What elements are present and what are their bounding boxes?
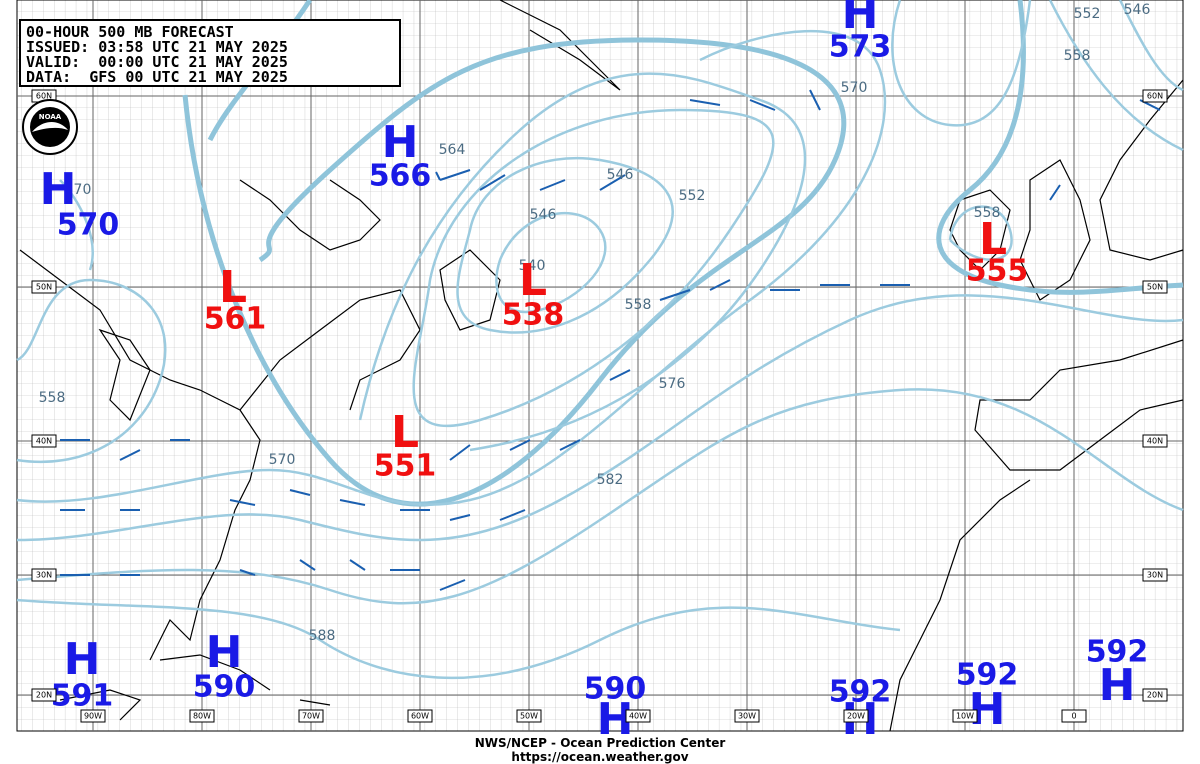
noaa-logo: NOAA: [22, 99, 78, 155]
contour-label: 576: [659, 376, 686, 392]
footer-agency: NWS/NCEP - Ocean Prediction Center: [475, 736, 726, 750]
graticule-labels: 60N 60N 50N 50N 40N 40N 30N 30N 20N 20N 90W 80W 70W 6…: [31, 89, 1168, 723]
contour-label: 558: [1064, 48, 1091, 64]
contour-label: 570: [269, 452, 296, 468]
label-box: [80, 709, 106, 723]
system-value: 590: [193, 670, 256, 705]
system-value: 561: [204, 302, 267, 337]
latitude-label: 30N: [36, 571, 52, 580]
contour-label: 570: [65, 182, 92, 198]
longitude-label: 0: [1071, 712, 1076, 721]
latitude-label: 30N: [1147, 571, 1163, 580]
label-box: [1142, 568, 1168, 582]
latitude-label: 50N: [36, 283, 52, 292]
system-symbol: H: [382, 117, 419, 168]
system-symbol: L: [519, 255, 547, 306]
map-frame: [16, 0, 1184, 732]
system-value: 570: [57, 208, 120, 243]
system-value: 573: [829, 30, 892, 65]
label-box: [31, 434, 57, 448]
contour-label: 588: [309, 628, 336, 644]
latitude-label: 40N: [36, 437, 52, 446]
contour-label: 558: [625, 297, 652, 313]
label-box: [407, 709, 433, 723]
label-box: [31, 280, 57, 294]
latitude-label: 60N: [36, 92, 52, 101]
logo-text: NOAA: [39, 113, 62, 121]
longitude-label: 80W: [193, 712, 211, 721]
contour-labels: 570 564 546 552 546 540 558 558 570 576 …: [39, 2, 1151, 644]
pressure-systems: H570L561H566L538L551H573L555H591H590H590…: [40, 0, 1149, 745]
system-symbol: H: [1099, 660, 1136, 711]
system-value: 551: [374, 449, 437, 484]
label-box: [843, 709, 869, 723]
system-symbol: H: [206, 627, 243, 678]
header-line: DATA: GFS 00 UTC 21 MAY 2025: [26, 68, 288, 86]
label-box: [625, 709, 651, 723]
label-box: [516, 709, 542, 723]
label-box: [734, 709, 760, 723]
system-value: 591: [51, 679, 114, 714]
longitude-label: 20W: [847, 712, 865, 721]
longitude-label: 30W: [738, 712, 756, 721]
contour-label: 540: [519, 258, 546, 274]
system-value: 590: [584, 672, 647, 707]
latitude-label: 20N: [36, 691, 52, 700]
contour-label: 558: [974, 205, 1001, 221]
longitude-label: 10W: [956, 712, 974, 721]
contour-label: 582: [597, 472, 624, 488]
system-value: 592: [956, 658, 1019, 693]
latitude-label: 60N: [1147, 92, 1163, 101]
system-value: 592: [829, 675, 892, 710]
system-symbol: L: [979, 214, 1007, 265]
contour-label: 552: [1074, 6, 1101, 22]
longitude-label: 70W: [302, 712, 320, 721]
longitude-label: 60W: [411, 712, 429, 721]
system-value: 555: [966, 254, 1029, 289]
contour-label: 570: [841, 80, 868, 96]
label-box: [298, 709, 324, 723]
latitude-label: 40N: [1147, 437, 1163, 446]
longitude-label: 40W: [629, 712, 647, 721]
label-box: [31, 568, 57, 582]
contour-label: 546: [530, 207, 557, 223]
system-value: 538: [502, 298, 565, 333]
footer-url: https://ocean.weather.gov: [511, 750, 688, 764]
contour-label: 546: [1124, 2, 1151, 18]
header-line: VALID: 00:00 UTC 21 MAY 2025: [26, 53, 288, 71]
contour-label: 552: [679, 188, 706, 204]
header-line: ISSUED: 03:58 UTC 21 MAY 2025: [26, 38, 288, 56]
system-symbol: H: [842, 0, 879, 39]
latitude-label: 50N: [1147, 283, 1163, 292]
label-box: [1142, 280, 1168, 294]
longitude-label: 50W: [520, 712, 538, 721]
label-box: [189, 709, 215, 723]
label-box: [1142, 434, 1168, 448]
contour-label: 564: [439, 142, 466, 158]
label-box: [1142, 89, 1168, 103]
label-box: [952, 709, 978, 723]
label-box: [1142, 688, 1168, 702]
label-box: [31, 688, 57, 702]
system-value: 592: [1086, 635, 1149, 670]
system-symbol: H: [40, 164, 77, 215]
header-box: 00-HOUR 500 MB FORECAST ISSUED: 03:58 UT…: [19, 19, 401, 87]
system-value: 566: [369, 159, 432, 194]
header-line: 00-HOUR 500 MB FORECAST: [26, 23, 234, 41]
longitude-label: 90W: [84, 712, 102, 721]
major-grid: [17, 0, 1183, 731]
coastlines: [19, 0, 1184, 732]
contour-label: 558: [39, 390, 66, 406]
header-frame: [19, 19, 401, 87]
label-box: [1061, 709, 1087, 723]
wind-barbs: [60, 89, 1161, 591]
system-symbol: H: [64, 634, 101, 685]
contour-label: 546: [607, 167, 634, 183]
latitude-label: 20N: [1147, 691, 1163, 700]
system-symbol: L: [391, 407, 419, 458]
system-symbol: L: [219, 262, 247, 313]
